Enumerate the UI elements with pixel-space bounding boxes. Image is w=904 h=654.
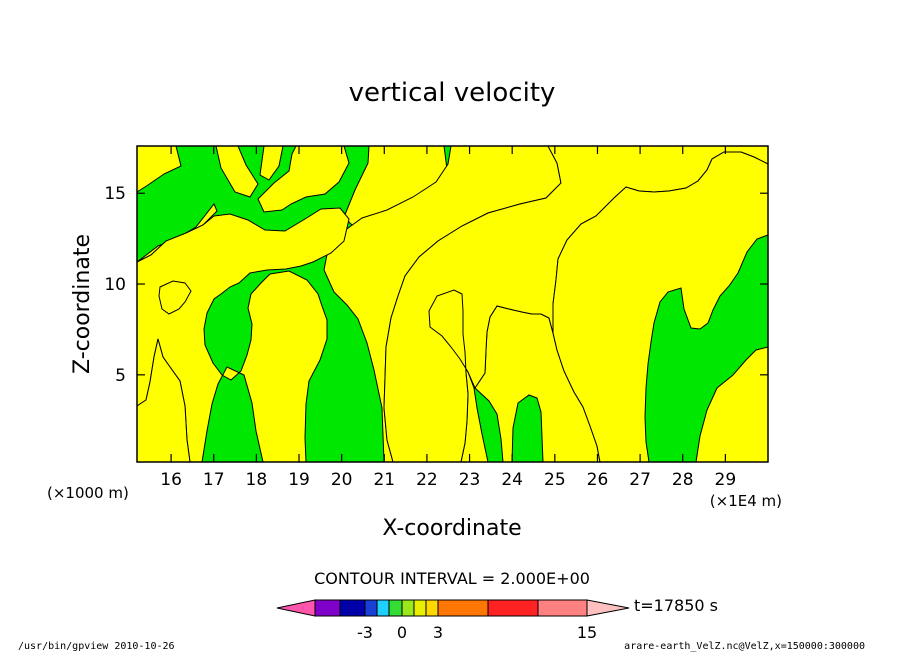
positive-region <box>257 145 350 213</box>
time-label: t=17850 s <box>634 596 718 615</box>
x-tick-label: 16 <box>160 470 182 490</box>
y-axis: 5 10 15 <box>104 184 768 386</box>
contour-plot <box>136 145 769 463</box>
colorbar-segment <box>586 599 630 617</box>
colorbar-segment <box>401 599 415 617</box>
colorbar-segment <box>314 599 341 617</box>
y-tick-label: 15 <box>104 184 126 204</box>
x-tick-label: 23 <box>459 470 481 490</box>
colorbar: -3 0 3 15 <box>276 599 630 642</box>
y-tick-label: 5 <box>115 366 126 386</box>
chart-title: vertical velocity <box>349 78 556 108</box>
colorbar-segment <box>537 599 588 617</box>
x-tick-label: 17 <box>203 470 225 490</box>
x-tick-label: 19 <box>288 470 310 490</box>
colorbar-segment <box>339 599 366 617</box>
positive-region <box>552 151 769 463</box>
x-tick-label: 28 <box>672 470 694 490</box>
contour-interval-label: CONTOUR INTERVAL = 2.000E+00 <box>314 569 590 588</box>
x-tick-label: 21 <box>373 470 395 490</box>
x-axis-label: X-coordinate <box>382 516 521 541</box>
colorbar-label: 15 <box>577 623 597 642</box>
colorbar-label: 3 <box>433 623 443 642</box>
positive-region <box>158 280 192 315</box>
x-axis: 16 17 18 19 20 21 22 23 24 25 26 27 28 29 <box>160 146 736 490</box>
colorbar-segment <box>276 599 316 617</box>
x-tick-label: 27 <box>629 470 651 490</box>
x-tick-label: 18 <box>246 470 268 490</box>
footer-right-text: arare-earth_VelZ.nc@VelZ,x=150000:300000 <box>624 641 865 652</box>
colorbar-segment <box>376 599 390 617</box>
colorbar-label: -3 <box>357 623 373 642</box>
x-axis-unit-left: (×1000 m) <box>47 484 129 502</box>
x-tick-label: 22 <box>416 470 438 490</box>
colorbar-segment <box>388 599 403 617</box>
colorbar-label: 0 <box>397 623 407 642</box>
colorbar-segment <box>487 599 539 617</box>
y-tick-label: 10 <box>104 275 126 295</box>
colorbar-segment <box>364 599 378 617</box>
positive-region <box>205 145 259 198</box>
footer-left-text: /usr/bin/gpview 2010-10-26 <box>18 641 175 652</box>
x-tick-label: 29 <box>715 470 737 490</box>
x-tick-label: 24 <box>501 470 523 490</box>
colorbar-segment <box>437 599 489 617</box>
x-tick-label: 25 <box>544 470 566 490</box>
x-axis-unit-right: (×1E4 m) <box>710 492 782 510</box>
colorbar-segment <box>425 599 439 617</box>
x-tick-label: 20 <box>331 470 353 490</box>
colorbar-segment <box>413 599 427 617</box>
plot-frame <box>136 145 769 463</box>
y-axis-label: Z-coordinate <box>70 234 95 374</box>
x-tick-label: 26 <box>587 470 609 490</box>
